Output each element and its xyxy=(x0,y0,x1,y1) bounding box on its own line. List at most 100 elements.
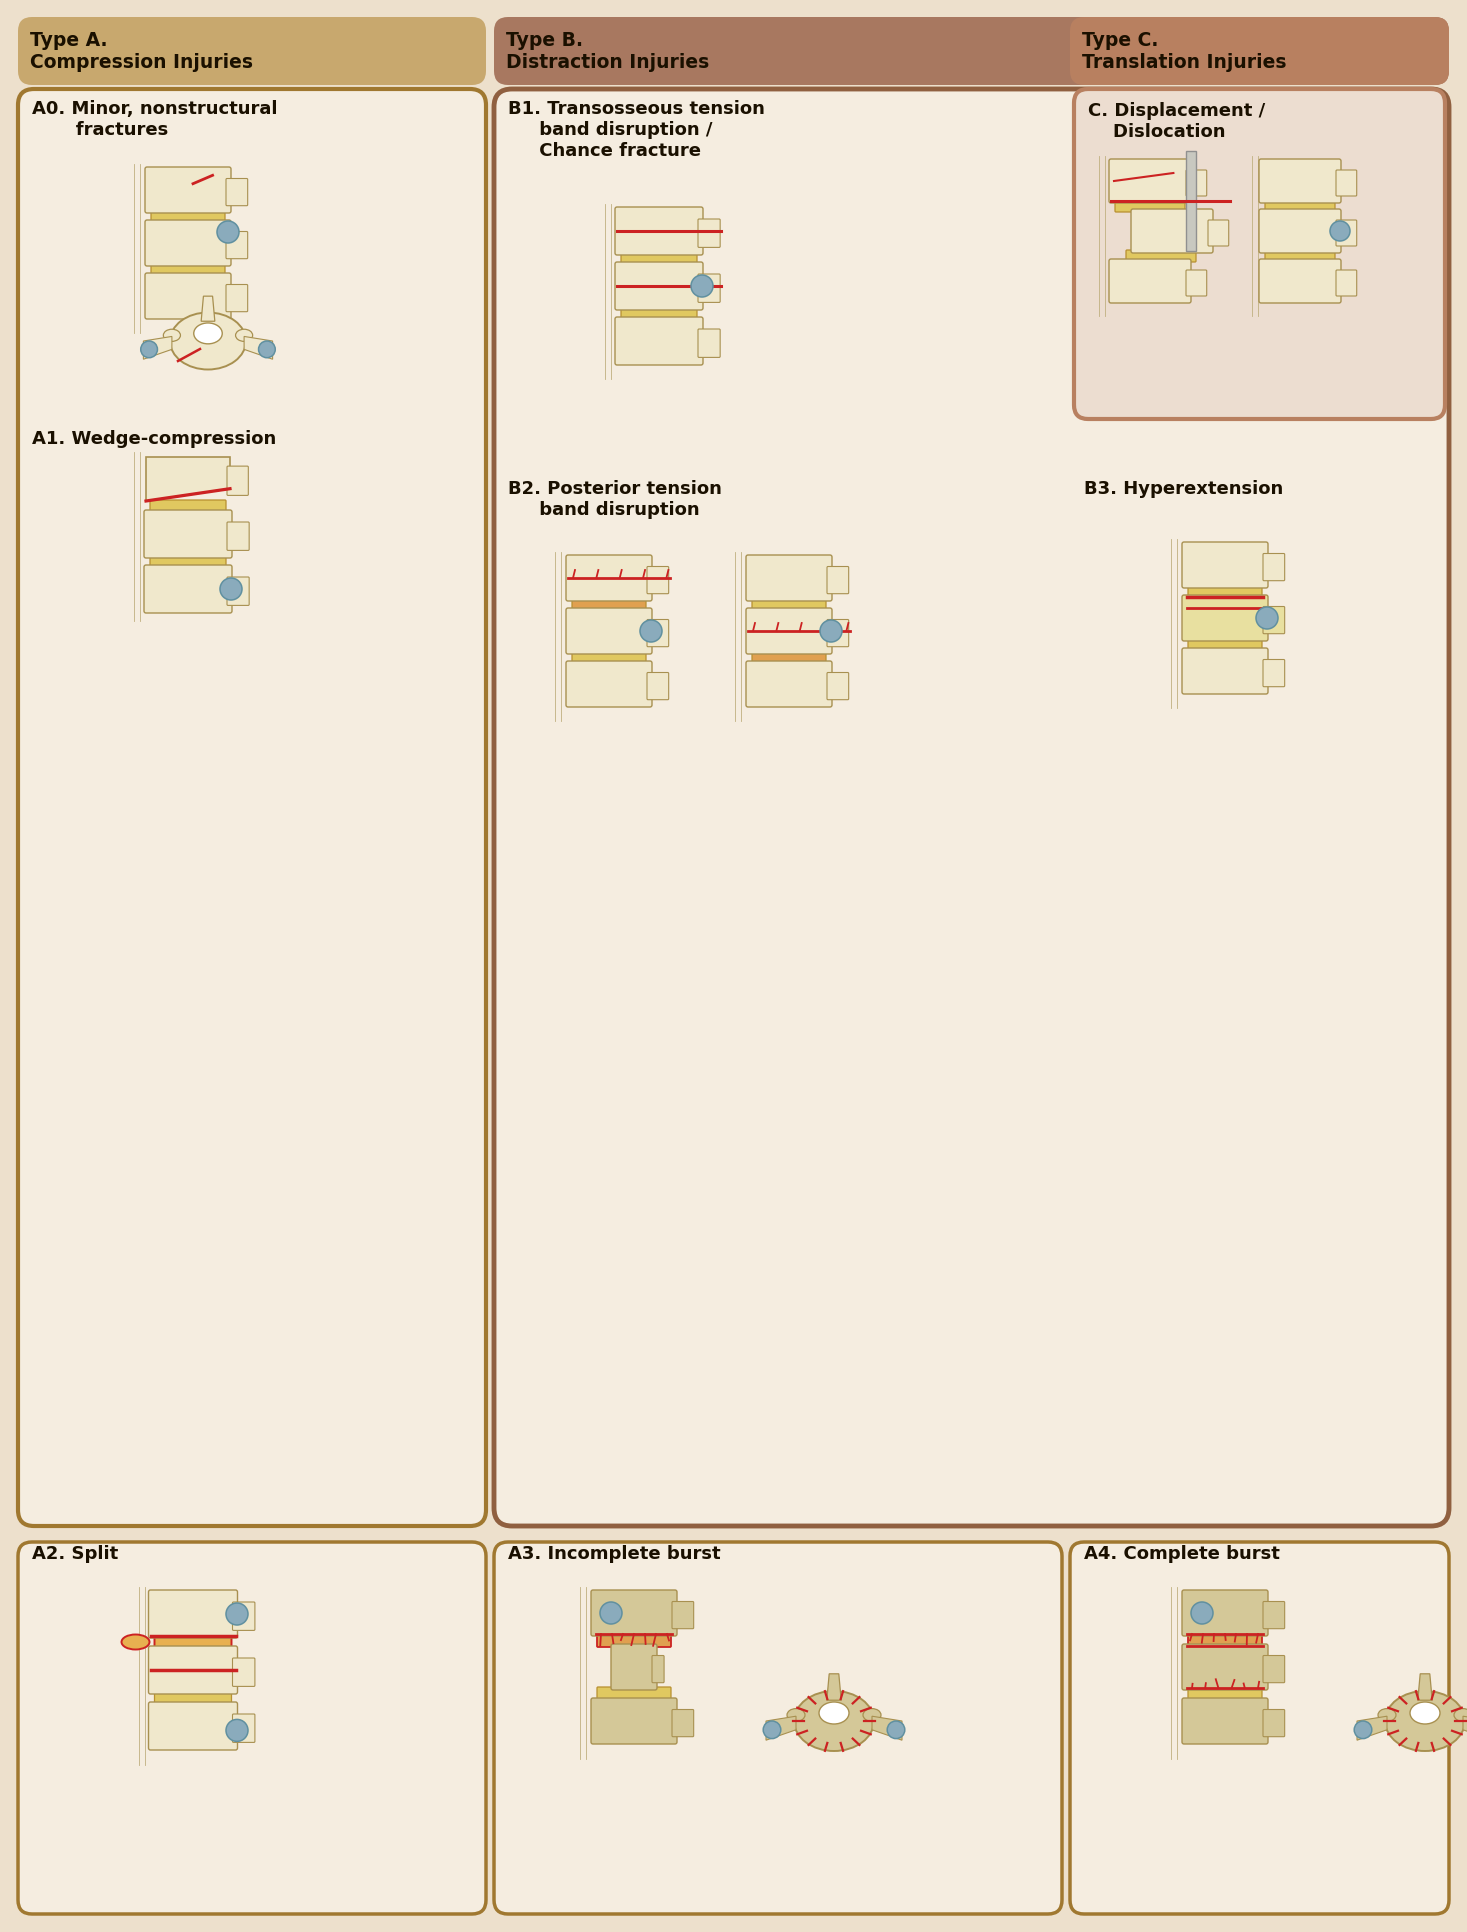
FancyBboxPatch shape xyxy=(150,556,226,568)
Circle shape xyxy=(226,1604,248,1625)
FancyBboxPatch shape xyxy=(232,1658,255,1687)
FancyBboxPatch shape xyxy=(154,1690,232,1706)
FancyBboxPatch shape xyxy=(672,1710,694,1737)
FancyBboxPatch shape xyxy=(148,1702,238,1750)
FancyBboxPatch shape xyxy=(1265,201,1335,213)
Circle shape xyxy=(691,276,713,298)
FancyBboxPatch shape xyxy=(1182,1644,1267,1690)
FancyBboxPatch shape xyxy=(1182,649,1267,696)
Circle shape xyxy=(217,222,239,243)
FancyBboxPatch shape xyxy=(1263,1710,1285,1737)
FancyBboxPatch shape xyxy=(1185,270,1207,298)
FancyBboxPatch shape xyxy=(1259,211,1341,253)
Circle shape xyxy=(226,1719,248,1741)
FancyBboxPatch shape xyxy=(144,566,232,614)
Ellipse shape xyxy=(163,330,180,342)
Polygon shape xyxy=(871,1716,902,1741)
FancyBboxPatch shape xyxy=(651,1656,665,1683)
FancyBboxPatch shape xyxy=(232,1714,255,1743)
Circle shape xyxy=(258,342,276,359)
Ellipse shape xyxy=(122,1634,150,1650)
FancyBboxPatch shape xyxy=(150,500,226,514)
FancyBboxPatch shape xyxy=(494,1542,1062,1915)
Polygon shape xyxy=(144,338,172,359)
Polygon shape xyxy=(244,338,273,359)
Polygon shape xyxy=(1357,1716,1386,1741)
FancyBboxPatch shape xyxy=(1182,543,1267,589)
FancyBboxPatch shape xyxy=(151,211,224,224)
FancyBboxPatch shape xyxy=(232,1602,255,1631)
Polygon shape xyxy=(201,298,214,323)
FancyBboxPatch shape xyxy=(1188,585,1262,599)
Ellipse shape xyxy=(236,330,252,342)
FancyBboxPatch shape xyxy=(18,1542,486,1915)
FancyBboxPatch shape xyxy=(1265,251,1335,263)
FancyBboxPatch shape xyxy=(753,651,826,665)
Ellipse shape xyxy=(194,325,222,344)
FancyBboxPatch shape xyxy=(1069,17,1449,85)
Circle shape xyxy=(1354,1721,1372,1739)
FancyBboxPatch shape xyxy=(672,1602,694,1629)
Circle shape xyxy=(820,620,842,643)
Circle shape xyxy=(1191,1602,1213,1625)
Ellipse shape xyxy=(1410,1702,1441,1723)
FancyBboxPatch shape xyxy=(154,1634,232,1650)
FancyBboxPatch shape xyxy=(698,220,720,249)
FancyBboxPatch shape xyxy=(615,319,703,365)
Polygon shape xyxy=(1417,1673,1432,1700)
FancyBboxPatch shape xyxy=(1263,554,1285,582)
Ellipse shape xyxy=(1454,1708,1467,1721)
Ellipse shape xyxy=(794,1690,874,1750)
FancyBboxPatch shape xyxy=(566,661,651,707)
FancyBboxPatch shape xyxy=(1263,607,1285,634)
FancyBboxPatch shape xyxy=(610,1644,657,1690)
Polygon shape xyxy=(827,1673,841,1700)
FancyBboxPatch shape xyxy=(226,232,248,259)
FancyBboxPatch shape xyxy=(747,609,832,655)
FancyBboxPatch shape xyxy=(698,274,720,303)
FancyBboxPatch shape xyxy=(148,1590,238,1638)
Polygon shape xyxy=(147,458,230,502)
FancyBboxPatch shape xyxy=(1069,1542,1449,1915)
FancyBboxPatch shape xyxy=(151,265,224,276)
FancyBboxPatch shape xyxy=(1259,160,1341,205)
Circle shape xyxy=(1256,609,1278,630)
Ellipse shape xyxy=(819,1702,849,1723)
FancyBboxPatch shape xyxy=(747,661,832,707)
Circle shape xyxy=(763,1721,780,1739)
Text: B3. Hyperextension: B3. Hyperextension xyxy=(1084,479,1284,498)
FancyBboxPatch shape xyxy=(227,524,249,551)
FancyBboxPatch shape xyxy=(144,510,232,558)
FancyBboxPatch shape xyxy=(566,556,651,601)
FancyBboxPatch shape xyxy=(1263,1602,1285,1629)
FancyBboxPatch shape xyxy=(145,220,230,267)
Circle shape xyxy=(141,342,157,359)
Circle shape xyxy=(1331,222,1350,242)
FancyBboxPatch shape xyxy=(1131,211,1213,253)
FancyBboxPatch shape xyxy=(1127,251,1196,263)
FancyBboxPatch shape xyxy=(1109,160,1191,205)
FancyBboxPatch shape xyxy=(621,253,697,267)
FancyBboxPatch shape xyxy=(1336,170,1357,197)
FancyBboxPatch shape xyxy=(615,209,703,255)
FancyBboxPatch shape xyxy=(145,274,230,321)
FancyBboxPatch shape xyxy=(1115,201,1185,213)
FancyBboxPatch shape xyxy=(827,620,849,647)
FancyBboxPatch shape xyxy=(18,17,486,85)
FancyBboxPatch shape xyxy=(591,1590,676,1636)
FancyBboxPatch shape xyxy=(597,1687,670,1700)
Ellipse shape xyxy=(863,1708,882,1721)
FancyBboxPatch shape xyxy=(747,556,832,601)
FancyBboxPatch shape xyxy=(591,1698,676,1745)
FancyBboxPatch shape xyxy=(494,17,1449,85)
FancyBboxPatch shape xyxy=(1185,170,1207,197)
FancyBboxPatch shape xyxy=(647,568,669,595)
FancyBboxPatch shape xyxy=(148,1646,238,1694)
FancyBboxPatch shape xyxy=(145,168,230,214)
FancyBboxPatch shape xyxy=(494,91,1449,1526)
Ellipse shape xyxy=(786,1708,805,1721)
Ellipse shape xyxy=(1378,1708,1397,1721)
Text: B1. Transosseous tension
     band disruption /
     Chance fracture: B1. Transosseous tension band disruption… xyxy=(508,100,764,160)
Text: A3. Incomplete burst: A3. Incomplete burst xyxy=(508,1544,720,1563)
FancyBboxPatch shape xyxy=(572,651,645,665)
